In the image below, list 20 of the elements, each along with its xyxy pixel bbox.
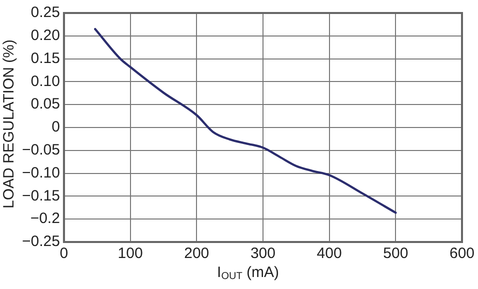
y-tick-label: −0.10: [22, 164, 60, 182]
y-tick-label: 0.25: [30, 4, 60, 22]
x-tick-label: 600: [449, 245, 475, 262]
x-tick-label: 200: [184, 245, 210, 262]
y-tick-label: 0: [52, 118, 60, 136]
x-tick-label: 100: [118, 245, 143, 262]
y-axis-title: LOAD REGULATION (%): [0, 40, 18, 208]
x-tick-label: 500: [383, 245, 408, 262]
x-tick-label: 300: [250, 245, 276, 262]
y-tick-label: −0.05: [22, 142, 60, 159]
y-tick-label: −0.15: [22, 187, 60, 204]
y-tick-label: 0.15: [30, 50, 60, 67]
y-tick-label: 0.05: [30, 96, 60, 113]
y-tick-label: −0.2: [30, 210, 60, 228]
x-tick-label: 400: [316, 245, 342, 262]
y-tick-label: 0.20: [30, 27, 60, 44]
line-series: [94, 28, 397, 214]
x-axis-title: I$_{OUT}$ (mA): [216, 264, 280, 282]
y-tick-label: −0.25: [22, 233, 60, 250]
y-tick-label: 0.10: [30, 72, 60, 90]
